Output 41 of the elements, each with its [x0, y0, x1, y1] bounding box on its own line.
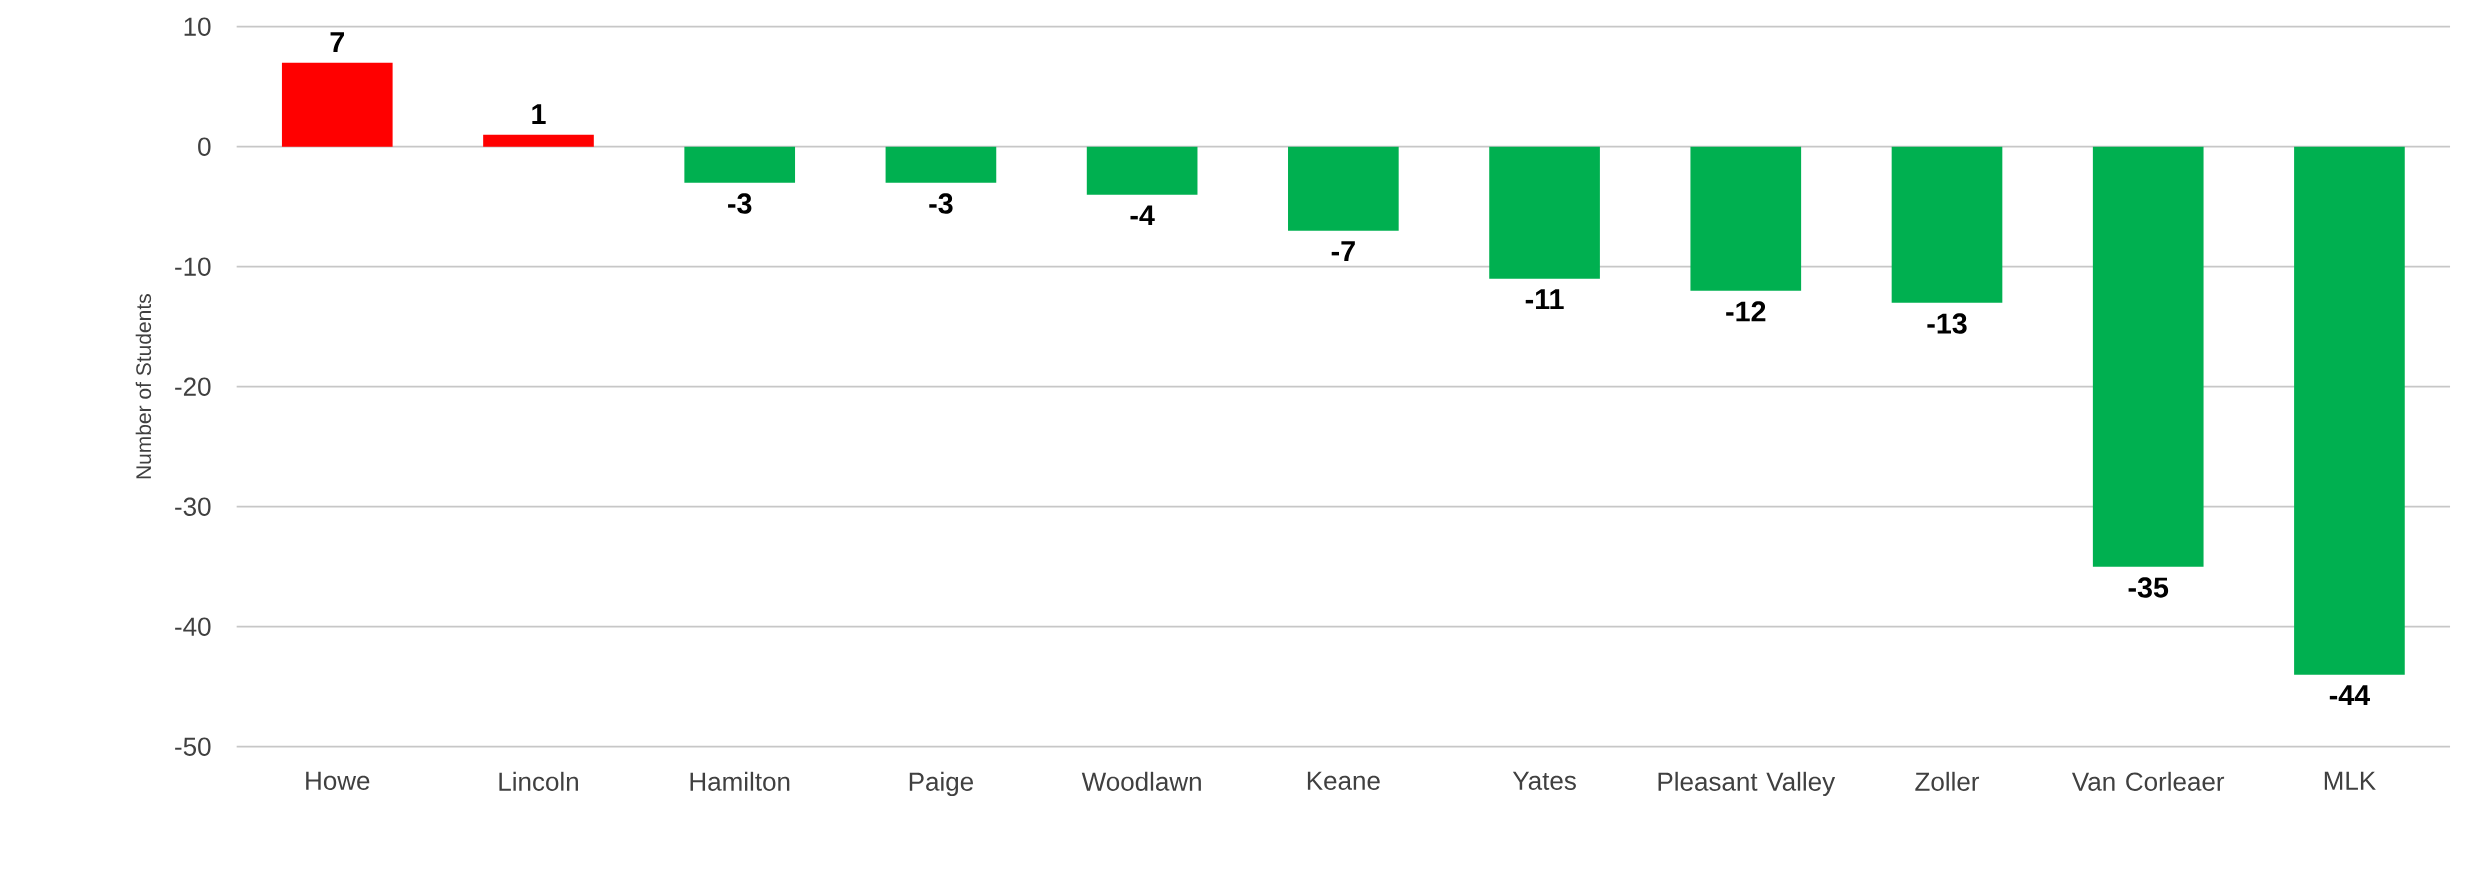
y-axis-title: Number of Students	[135, 294, 152, 479]
bar	[1288, 146, 1399, 231]
y-tick-label: -10	[175, 257, 211, 276]
x-tick-label: Keane	[1307, 771, 1380, 790]
y-tick-label: 0	[198, 137, 211, 156]
data-label: -4	[1130, 205, 1155, 226]
x-tick-label: Yates	[1512, 771, 1576, 790]
bar	[2294, 146, 2405, 675]
bar	[281, 62, 393, 147]
data-label: -7	[1331, 241, 1355, 262]
data-label: -35	[2128, 577, 2169, 598]
data-label: 7	[330, 32, 344, 53]
data-label: 1	[532, 104, 546, 125]
y-tick-label: -30	[175, 497, 211, 516]
y-tick-label: -40	[175, 617, 211, 636]
bar	[885, 146, 997, 183]
bar	[483, 134, 594, 147]
bar	[1086, 146, 1198, 195]
x-tick-label: Zoller	[1915, 771, 1980, 791]
bar	[1690, 146, 1802, 291]
data-label: -13	[1927, 313, 1967, 334]
bar	[1489, 146, 1600, 279]
x-tick-label: Woodlawn	[1081, 771, 1201, 791]
y-tick-label: -50	[175, 737, 211, 756]
bar	[684, 146, 796, 183]
y-tick-label: -20	[175, 377, 211, 396]
x-tick-label: Hamilton	[690, 771, 790, 791]
x-tick-label: Pleasant Valley	[1658, 771, 1836, 797]
data-label: -3	[728, 193, 752, 214]
data-label: -44	[2329, 685, 2370, 706]
bar	[1891, 146, 2003, 303]
x-tick-label: Lincoln	[499, 771, 578, 791]
data-label: -12	[1726, 301, 1766, 322]
x-tick-label: MLK	[2324, 771, 2376, 790]
x-tick-label: Paige	[909, 771, 973, 797]
data-label: -11	[1525, 289, 1564, 310]
x-tick-label: Van Corleaer	[2071, 771, 2225, 791]
y-tick-label: 10	[184, 17, 211, 36]
bar	[2092, 146, 2204, 567]
x-tick-label: Howe	[306, 771, 370, 790]
data-label: -3	[929, 193, 953, 214]
